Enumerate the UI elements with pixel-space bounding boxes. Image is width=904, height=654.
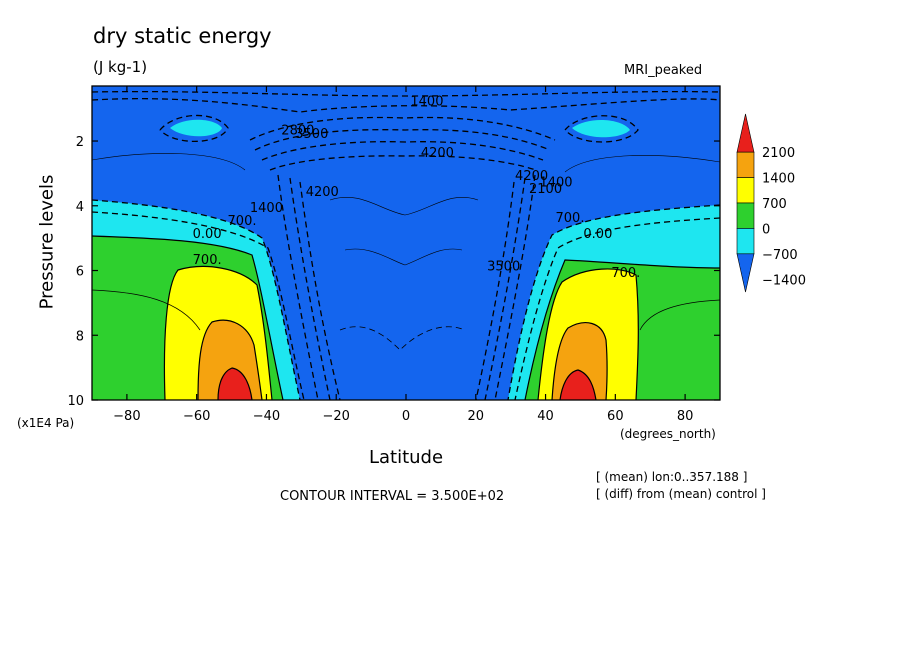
band-2100-right — [560, 370, 596, 400]
y-axis-unit: (x1E4 Pa) — [17, 416, 75, 430]
contour-label: 2800 — [281, 124, 314, 139]
cyan-blob-right — [572, 119, 630, 138]
y-tick-label: 4 — [76, 200, 84, 215]
contour-label: 4200 — [515, 169, 548, 184]
colorbar-label: −1400 — [762, 273, 806, 288]
colorbar-bottom-arrow — [736, 253, 755, 293]
x-tick-label: 20 — [468, 409, 485, 424]
colorbar-top-arrow — [736, 113, 755, 153]
x-tick-label: −60 — [183, 409, 210, 424]
colorbar-label: −700 — [762, 248, 798, 263]
colorbar-label: 0 — [762, 222, 770, 237]
colorbar-label: 700 — [762, 197, 787, 212]
contour-label: 1400 — [539, 175, 572, 190]
contour-label: 700. — [228, 214, 257, 229]
chart-title: dry static energy — [93, 24, 272, 48]
x-tick-label: 0 — [402, 409, 410, 424]
y-tick-label: 8 — [76, 329, 84, 344]
colorbar-label: 1400 — [762, 172, 795, 187]
cyan-blob-left — [170, 119, 222, 137]
y-tick-label: 2 — [76, 135, 84, 150]
contour-interval-note: CONTOUR INTERVAL = 3.500E+02 — [280, 489, 505, 504]
contour-label: 1400 — [410, 94, 443, 109]
x-axis-ticks: −80 −60 −40 −20 0 20 40 60 80 — [113, 86, 693, 424]
x-tick-label: −80 — [113, 409, 140, 424]
x-tick-label: −40 — [253, 409, 280, 424]
colorbar-swatch — [736, 151, 755, 178]
colorbar-swatch — [736, 228, 755, 255]
colorbar-swatch — [736, 202, 755, 229]
solid-contours — [92, 235, 720, 400]
y-tick-label: 10 — [67, 394, 84, 409]
contour-label: 700. — [611, 266, 640, 281]
x-tick-label: 80 — [677, 409, 694, 424]
mean-longitude-note: [ (mean) lon:0..357.188 ] — [596, 470, 748, 484]
x-tick-label: 40 — [537, 409, 554, 424]
contour-label: 4200 — [306, 185, 339, 200]
colorbar-label: 2100 — [762, 146, 795, 161]
contour-label: 3500 — [295, 127, 328, 142]
contour-label: 700. — [193, 253, 222, 268]
x-axis-label: Latitude — [368, 447, 444, 468]
contour-label: 1400 — [250, 201, 283, 216]
contour-label: 0.00 — [193, 227, 222, 242]
x-axis-unit: (degrees_north) — [620, 427, 716, 441]
contour-label: 4200 — [421, 146, 454, 161]
chart-units: (J kg-1) — [93, 58, 148, 76]
diff-control-note: [ (diff) from (mean) control ] — [596, 487, 766, 501]
contour-label: 3500 — [487, 260, 520, 275]
colorbar-swatch — [736, 177, 755, 204]
y-axis-ticks: 2 4 6 8 10 — [67, 135, 720, 409]
contour-label: 2100 — [529, 182, 562, 197]
contour-labels: 140042002800350042001400700.0.00700.4200… — [193, 94, 641, 281]
thin-contours — [92, 153, 720, 266]
run-name: MRI_peaked — [624, 63, 703, 78]
dashed-contours — [92, 90, 720, 400]
colorbar: 2100 1400 700 0 −700 −1400 — [736, 113, 806, 293]
contour-label: 0.00 — [583, 227, 612, 242]
contour-label: 700. — [556, 211, 585, 226]
x-tick-label: 60 — [607, 409, 624, 424]
contour-field — [92, 86, 720, 400]
y-tick-label: 6 — [76, 265, 84, 280]
x-tick-label: −20 — [323, 409, 350, 424]
